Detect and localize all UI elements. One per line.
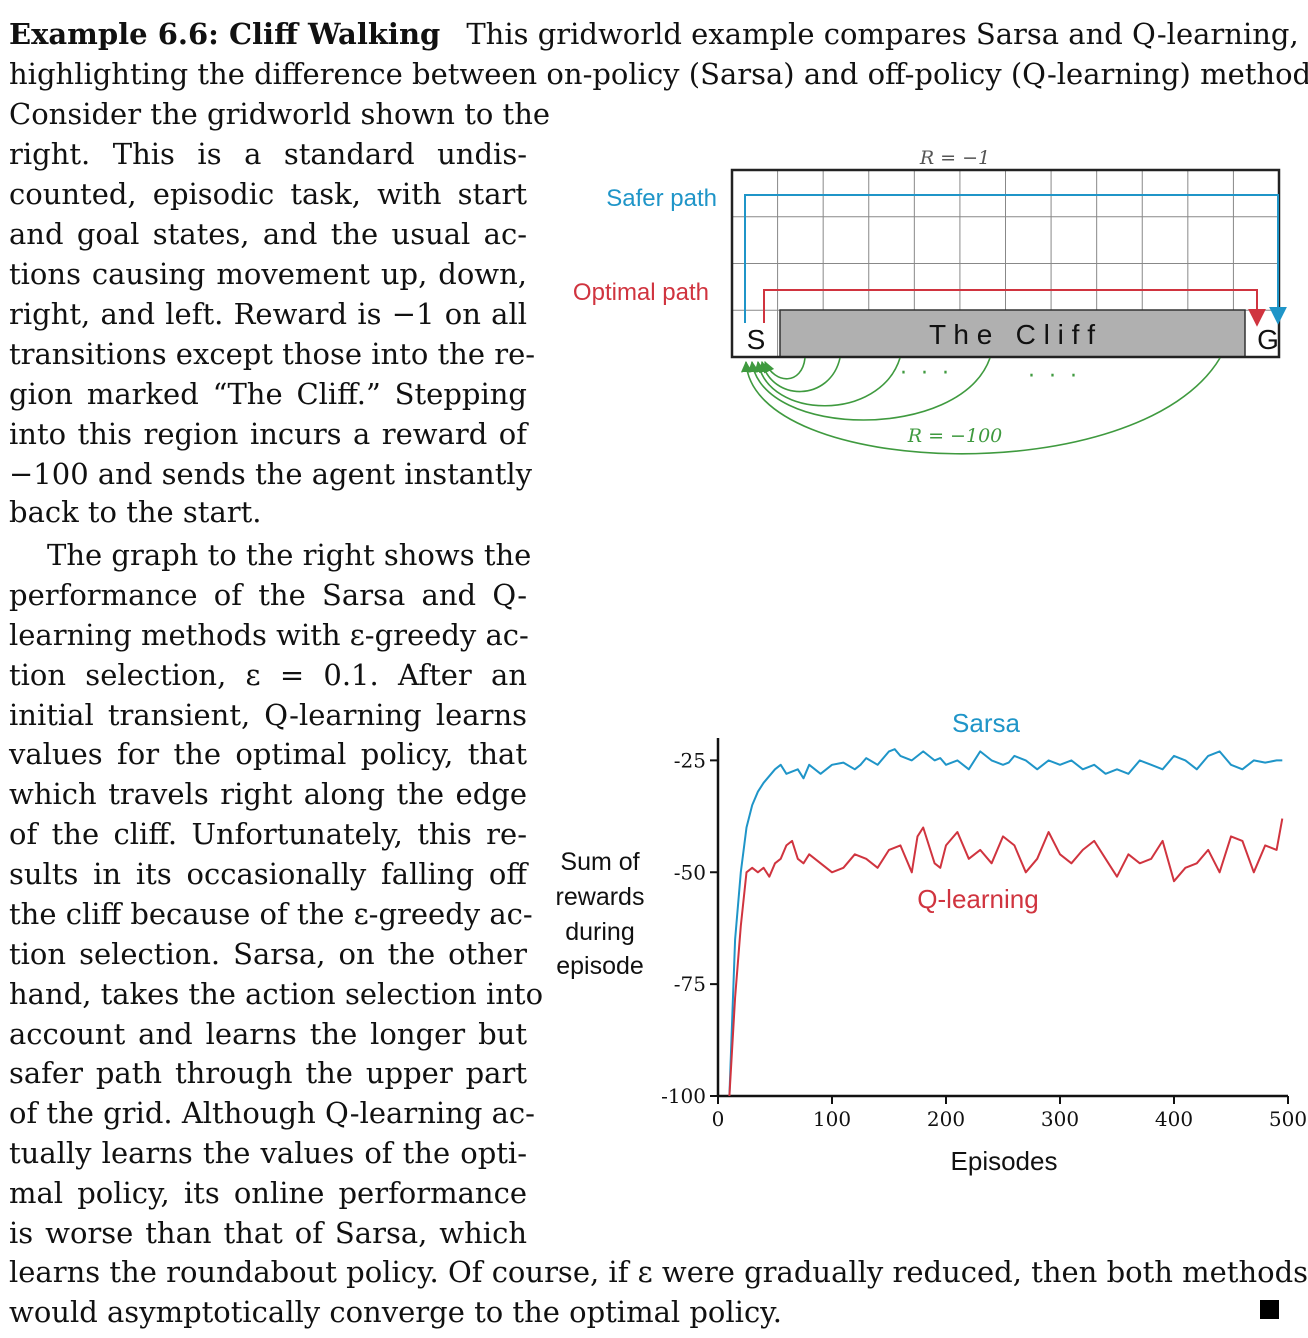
text-line-19: values for the optimal policy, that [9,737,527,771]
safer-path-label: Safer path [606,185,717,212]
text-line-26: account and learns the longer but [9,1017,527,1051]
x-tick-label: 500 [1269,1107,1307,1131]
y-tick-label: -50 [674,860,706,884]
text-line-17: tion selection, ε = 0.1. After an [9,658,527,692]
reward-minus-1-label: R = −1 [919,147,990,169]
text-line-24: tion selection. Sarsa, on the other [9,937,527,971]
chart-series [728,748,1284,1097]
text-line-11: into this region incurs a reward of [9,417,527,451]
goal-state-label: G [1257,324,1279,355]
y-tick-label: -100 [661,1084,706,1108]
text-line-6: and goal states, and the usual ac- [9,217,527,251]
y-axis-label-line-4: episode [556,952,644,980]
y-axis-label-line-1: Sum of [560,848,639,876]
text-line-4: right. This is a standard undis- [9,137,527,171]
y-axis-label-line-3: during [565,918,635,946]
ellipsis-dots-left: · · · [900,361,949,386]
text-line-5: counted, episodic task, with start [9,177,527,211]
end-of-example-mark [1260,1300,1279,1319]
ellipsis-dots-right: · · · [1028,364,1077,389]
safer-path-arrow [744,194,1287,325]
x-tick-label: 200 [927,1107,965,1131]
cliff-fall-arrows [740,357,1221,455]
x-tick-label: 400 [1155,1107,1193,1131]
text-line-7: tions causing movement up, down, [9,257,527,291]
text-line-29: tually learns the values of the opti- [9,1136,527,1170]
text-line-10: gion marked “The Cliff.” Stepping [9,377,527,411]
text-line-12: −100 and sends the agent instantly [9,457,533,491]
text-line-27: safer path through the upper part [9,1056,527,1090]
cliff-label: T h e C l i f f [929,319,1095,350]
text-line-13: back to the start. [9,495,262,529]
x-axis-label: Episodes [951,1146,1058,1176]
x-tick-label: 100 [813,1107,851,1131]
y-tick-label: -75 [674,972,706,996]
cliff-gridworld-figure: R = −1 T h e C l i f f S G Safer path Op… [573,147,1287,455]
y-tick-label: -25 [674,748,706,772]
sarsa-series-label: Sarsa [952,708,1020,738]
text-line-3: Consider the gridworld shown to the [9,97,551,131]
line-1-text: This gridworld example compares Sarsa an… [466,17,1299,51]
optimal-path-label: Optimal path [573,279,709,306]
text-line-31: is worse than that of Sarsa, which [9,1216,527,1250]
x-tick-label: 300 [1041,1107,1079,1131]
qlearning-line [728,818,1284,1097]
text-line-8: right, and left. Reward is −1 on all [9,297,527,331]
text-line-18: initial transient, Q-learning learns [9,698,527,732]
text-line-20: which travels right along the edge [9,777,527,811]
text-line-22: sults in its occasionally falling off [9,857,527,891]
qlearning-series-label: Q-learning [917,884,1038,914]
text-line-23: the cliff because of the ε-greedy ac- [9,897,533,931]
start-state-label: S [747,324,766,355]
example-heading: Example 6.6: Cliff Walking [9,17,441,51]
reward-minus-100-label: R = −100 [907,425,1003,447]
text-line-1: Example 6.6: Cliff Walking This gridworld… [9,14,1299,54]
text-line-15: performance of the Sarsa and Q- [9,578,527,612]
text-line-28: of the grid. Although Q-learning ac- [9,1096,535,1130]
optimal-path-arrow [763,289,1266,327]
text-line-21: of the cliff. Unfortunately, this re- [9,817,527,851]
text-line-25: hand, takes the action selection into [9,977,544,1011]
text-line-9: transitions except those into the re- [9,337,536,371]
y-axis-label-line-2: rewards [556,883,645,911]
text-line-32: learns the roundabout policy. Of course,… [9,1255,1308,1289]
text-line-33: would asymptotically converge to the opt… [9,1295,782,1329]
cliff-region [779,309,1246,358]
x-tick-label: 0 [712,1107,725,1131]
text-line-30: mal policy, its online performance [9,1176,527,1210]
text-line-16: learning methods with ε-greedy ac- [9,618,529,652]
chart-labels: Sarsa Q-learning Sum of rewards during e… [556,708,1058,1176]
text-line-14: The graph to the right shows the [47,538,532,572]
sarsa-line [728,748,1283,1097]
text-line-2: highlighting the difference between on-p… [9,57,1308,91]
